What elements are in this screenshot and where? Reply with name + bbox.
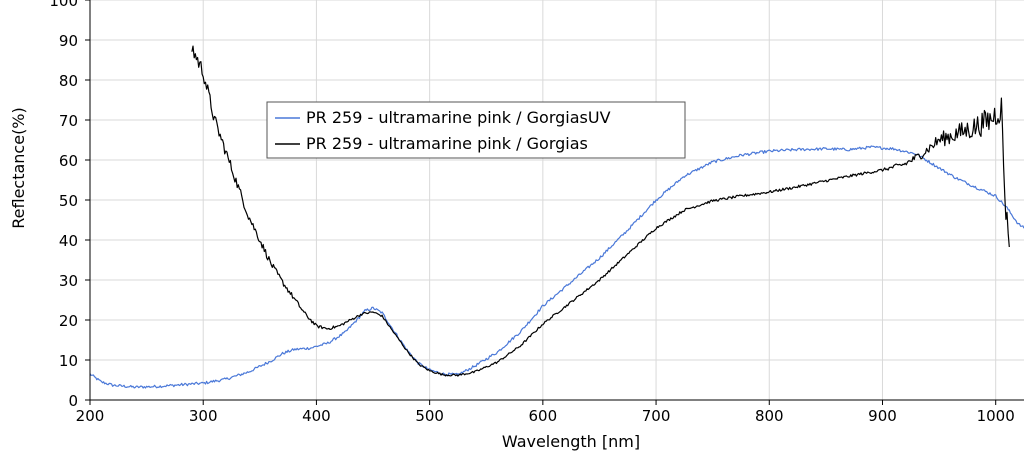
y-axis-label: Reflectance(%): [9, 107, 28, 229]
y-tick-label-50: 50: [59, 192, 78, 210]
series-layer: [89, 45, 1024, 389]
legend-label-gorgiasuv: PR 259 - ultramarine pink / GorgiasUV: [306, 108, 611, 127]
y-tick-label-20: 20: [59, 312, 78, 330]
y-tick-label-40: 40: [59, 232, 78, 250]
legend: PR 259 - ultramarine pink / GorgiasUV PR…: [266, 101, 686, 159]
y-tick-label-30: 30: [59, 272, 78, 290]
x-tick-label-700: 700: [642, 407, 671, 425]
x-tick-label-200: 200: [76, 407, 105, 425]
grid: [90, 0, 1024, 400]
y-tick-label-10: 10: [59, 352, 78, 370]
y-tick-label-90: 90: [59, 32, 78, 50]
y-tick-label-0: 0: [68, 392, 78, 410]
y-tick-label-100: 100: [49, 0, 78, 10]
y-tick-label-80: 80: [59, 72, 78, 90]
legend-label-gorgias: PR 259 - ultramarine pink / Gorgias: [306, 134, 588, 153]
x-tick-label-500: 500: [415, 407, 444, 425]
series-line-gorgiasuv: [89, 145, 1024, 389]
y-tick-label-70: 70: [59, 112, 78, 130]
x-tick-label-900: 900: [868, 407, 897, 425]
x-axis-label: Wavelength [nm]: [502, 432, 640, 451]
legend-box: [266, 101, 686, 159]
x-tick-label-300: 300: [189, 407, 218, 425]
y-tick-label-60: 60: [59, 152, 78, 170]
x-tick-label-800: 800: [755, 407, 784, 425]
series-line-gorgias: [191, 45, 1010, 377]
x-tick-label-1000: 1000: [977, 407, 1015, 425]
x-tick-label-400: 400: [302, 407, 331, 425]
ticks: 200 300 400 500 600 700 800 900 1000 0 10 20 30 40 50 6…: [49, 0, 1015, 425]
x-tick-label-600: 600: [529, 407, 558, 425]
